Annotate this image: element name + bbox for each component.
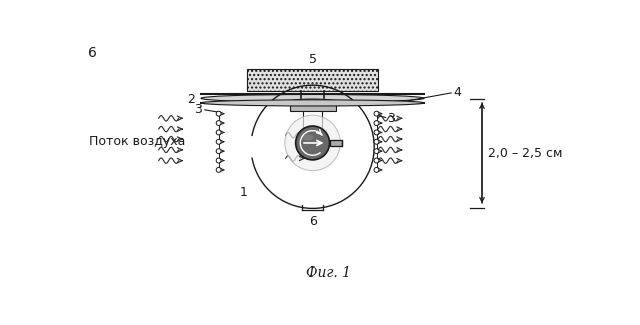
Circle shape (216, 158, 221, 163)
Text: 6: 6 (88, 46, 97, 60)
Circle shape (374, 158, 379, 163)
Circle shape (216, 139, 221, 144)
Circle shape (216, 111, 221, 116)
Bar (330, 140, 342, 146)
Circle shape (374, 149, 379, 154)
Circle shape (216, 130, 221, 135)
Text: Фиг. 1: Фиг. 1 (305, 266, 351, 280)
Circle shape (216, 121, 221, 125)
Circle shape (374, 139, 379, 144)
Text: 4: 4 (454, 86, 461, 99)
Ellipse shape (201, 100, 424, 106)
Circle shape (374, 130, 379, 135)
Circle shape (374, 111, 379, 116)
Text: 3: 3 (387, 112, 395, 125)
Circle shape (285, 115, 340, 171)
Circle shape (296, 126, 330, 160)
Bar (247, 69, 378, 91)
Ellipse shape (289, 99, 336, 104)
Circle shape (216, 149, 221, 154)
Circle shape (301, 142, 306, 147)
Bar (289, 101, 336, 111)
Text: 2: 2 (187, 93, 195, 106)
Circle shape (374, 167, 379, 172)
Text: 2,0 – 2,5 см: 2,0 – 2,5 см (488, 147, 563, 160)
Text: 5: 5 (308, 53, 317, 66)
Circle shape (319, 142, 324, 147)
Ellipse shape (303, 135, 314, 141)
Text: 3: 3 (194, 103, 202, 116)
Text: Поток воздуха: Поток воздуха (90, 135, 186, 148)
Text: 1: 1 (239, 187, 247, 200)
Text: 6: 6 (308, 214, 317, 227)
Circle shape (216, 167, 221, 172)
Ellipse shape (201, 95, 424, 102)
Circle shape (374, 121, 379, 125)
